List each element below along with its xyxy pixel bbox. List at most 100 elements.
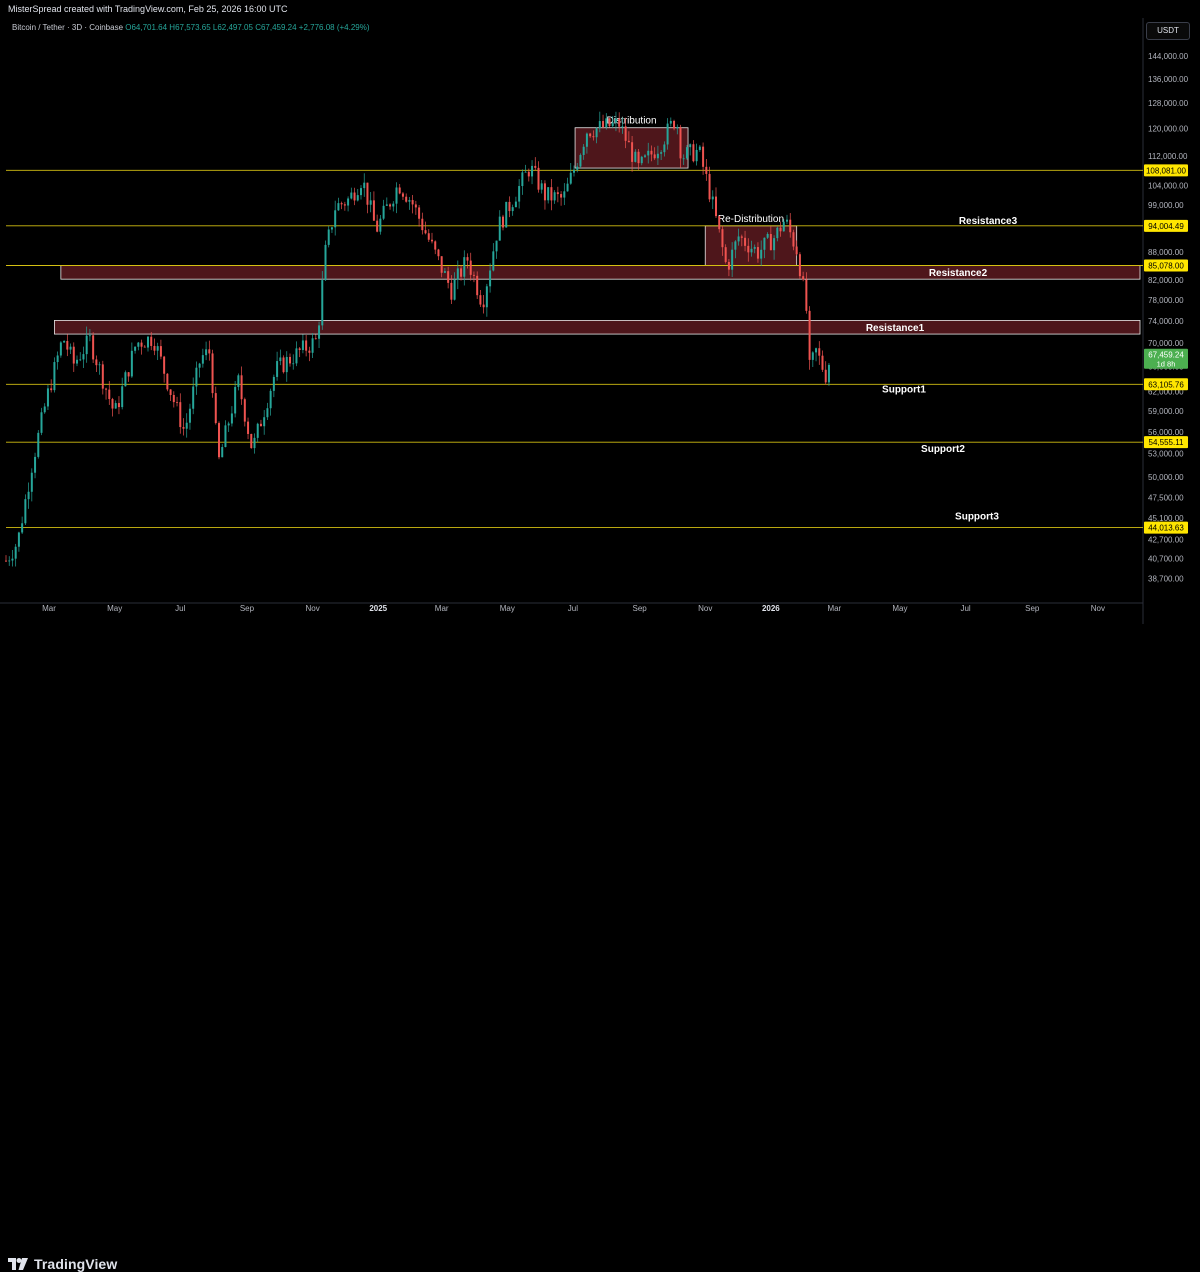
candle-body bbox=[714, 196, 718, 217]
candle-body bbox=[434, 241, 437, 250]
candle-body bbox=[121, 386, 124, 408]
candle-body bbox=[17, 532, 20, 547]
candle-body bbox=[798, 254, 801, 277]
currency-button[interactable]: USDT bbox=[1146, 22, 1190, 40]
price-tick-label: 82,000.00 bbox=[1148, 276, 1184, 285]
candle-body bbox=[114, 403, 117, 409]
candle-body bbox=[534, 165, 537, 168]
candle-body bbox=[259, 423, 262, 427]
price-tick-label: 47,500.00 bbox=[1148, 493, 1184, 502]
candle-body bbox=[217, 423, 221, 458]
candle-body bbox=[227, 423, 230, 426]
candle-body bbox=[195, 367, 198, 387]
time-tick-label: Nov bbox=[1091, 604, 1105, 613]
time-tick-label: Mar bbox=[42, 604, 56, 613]
price-tick-label: 136,000.00 bbox=[1148, 75, 1189, 84]
time-tick-label: May bbox=[500, 604, 515, 613]
candle-body bbox=[150, 336, 153, 346]
candle-body bbox=[392, 203, 395, 207]
level-price-text: 85,078.00 bbox=[1148, 261, 1184, 270]
candle-body bbox=[366, 182, 369, 205]
candle-body bbox=[243, 399, 246, 422]
candle-body bbox=[572, 169, 576, 173]
price-tick-label: 104,000.00 bbox=[1148, 182, 1189, 191]
time-tick-label: May bbox=[892, 604, 907, 613]
level-price-label: 94,004.49 bbox=[1144, 219, 1188, 232]
price-tick-label: 62,000.00 bbox=[1148, 387, 1184, 396]
candle-body bbox=[450, 282, 453, 300]
candle-body bbox=[98, 364, 101, 366]
candle-body bbox=[327, 229, 330, 245]
level-price-box bbox=[1144, 259, 1188, 272]
candle-body bbox=[656, 153, 659, 159]
candle-body bbox=[614, 118, 617, 123]
candle-body bbox=[711, 196, 714, 200]
candle-body bbox=[792, 232, 795, 247]
tradingview-logo[interactable]: TradingView bbox=[8, 1256, 117, 1272]
candle-body bbox=[347, 198, 350, 206]
level-price-label: 108,081.00 bbox=[1144, 164, 1188, 177]
candle-body bbox=[466, 257, 469, 261]
time-tick-label: Nov bbox=[698, 604, 712, 613]
zones: Distribution Re-Distribution Resistance2 Re… bbox=[54, 116, 1141, 335]
zone-label: Distribution bbox=[607, 116, 657, 127]
candles bbox=[4, 111, 830, 567]
candle-body bbox=[640, 156, 643, 164]
level-price-box bbox=[1144, 521, 1188, 534]
candle-body bbox=[198, 363, 201, 368]
candle-body bbox=[598, 121, 601, 129]
candle-body bbox=[785, 219, 789, 222]
candle-body bbox=[146, 336, 150, 348]
candle-body bbox=[808, 310, 811, 360]
candle-body bbox=[505, 201, 508, 228]
candle-body bbox=[285, 356, 288, 373]
candle-body bbox=[547, 187, 550, 201]
candle-body bbox=[527, 171, 530, 177]
time-tick-label: May bbox=[107, 604, 122, 613]
candle-body bbox=[643, 155, 647, 157]
candle-body bbox=[330, 227, 333, 230]
candle-body bbox=[311, 338, 314, 353]
candle-body bbox=[266, 408, 269, 418]
candle-body bbox=[247, 421, 250, 434]
level-price-box bbox=[1144, 436, 1188, 449]
candle-body bbox=[214, 393, 217, 424]
candle-body bbox=[718, 216, 721, 230]
candle-body bbox=[295, 348, 298, 364]
symbol-legend: Bitcoin / Tether · 3D · Coinbase O64,701… bbox=[12, 23, 370, 32]
symbol-name: Bitcoin / Tether · 3D · Coinbase bbox=[12, 23, 124, 32]
candle-body bbox=[456, 268, 459, 280]
time-tick-label: Mar bbox=[827, 604, 841, 613]
candle-body bbox=[14, 546, 17, 559]
candle-body bbox=[134, 346, 137, 351]
price-chart[interactable]: 38,700.00 40,700.00 42,700.00 45,100.00 47,5… bbox=[0, 18, 1200, 624]
candle-body bbox=[405, 196, 408, 202]
candle-body bbox=[256, 423, 259, 438]
candle-body bbox=[153, 345, 156, 351]
candle-body bbox=[543, 183, 546, 201]
candle-body bbox=[566, 183, 569, 192]
candle-body bbox=[308, 350, 311, 353]
candle-body bbox=[479, 295, 482, 305]
candle-body bbox=[56, 355, 59, 363]
candle-body bbox=[43, 406, 46, 413]
candle-body bbox=[676, 127, 679, 129]
candle-body bbox=[159, 346, 162, 357]
candle-body bbox=[608, 118, 611, 127]
candle-body bbox=[705, 166, 708, 174]
candle-body bbox=[21, 523, 24, 533]
candle-body bbox=[34, 456, 37, 473]
candle-body bbox=[579, 154, 582, 167]
candle-body bbox=[395, 187, 398, 204]
price-tick-label: 53,000.00 bbox=[1148, 450, 1184, 459]
candle-body bbox=[463, 257, 466, 277]
candle-body bbox=[163, 356, 166, 374]
candle-body bbox=[621, 126, 624, 128]
candle-body bbox=[737, 236, 740, 242]
candle-body bbox=[753, 247, 756, 249]
candle-body bbox=[669, 120, 672, 124]
candle-body bbox=[524, 171, 527, 173]
price-tick-label: 88,000.00 bbox=[1148, 248, 1184, 257]
candle-body bbox=[166, 373, 169, 390]
candle-body bbox=[343, 204, 346, 206]
